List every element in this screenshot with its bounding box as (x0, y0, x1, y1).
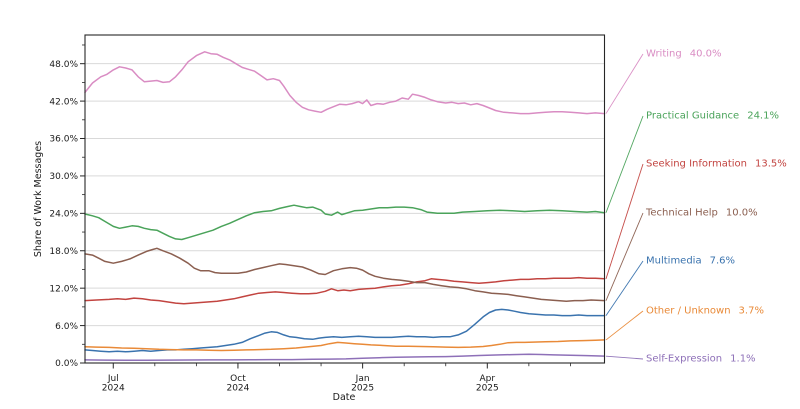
writing-line (84, 51, 606, 115)
self-expression-leader-line (605, 355, 644, 360)
seeking-information-line (84, 276, 606, 305)
y-tick-label: 18.0% (49, 247, 78, 257)
self-expression-line (84, 353, 606, 361)
legend-label-seeking-information: Seeking Information 13.5% (646, 159, 787, 170)
legend-label-multimedia: Multimedia 7.6% (646, 256, 735, 267)
x-axis-title: Date (333, 392, 356, 403)
axes-layer: 0.0% 6.0% 12.0% 18.0% 24.0% 30.0% 36.0% 42.0% 48… (49, 34, 606, 394)
y-tick-label: 42.0% (49, 97, 78, 107)
y-tick-label: 36.0% (49, 135, 78, 145)
seeking-information-leader-line (605, 163, 644, 279)
practical-guidance-leader-line (605, 115, 644, 213)
series-layer (84, 51, 606, 361)
other-unknown-leader-line (605, 310, 644, 341)
multimedia-line (84, 308, 606, 353)
legend-label-technical-help: Technical Help 10.0% (645, 208, 758, 219)
legend-label-writing: Writing 40.0% (646, 49, 722, 60)
y-tick-label: 48.0% (49, 60, 78, 70)
x-tick-label-month: Apr (480, 374, 496, 384)
other-unknown-line (84, 339, 606, 352)
x-tick-label-month: Jul (107, 374, 119, 384)
legend-label-self-expression: Self-Expression 1.1% (646, 354, 756, 365)
legend-label-other-unknown: Other / Unknown 3.7% (646, 306, 764, 317)
y-tick-label: 24.0% (49, 210, 78, 220)
x-tick-label-year: 2025 (351, 384, 374, 394)
x-tick-label-month: Oct (230, 374, 246, 384)
x-tick-label-year: 2024 (102, 384, 125, 394)
y-tick-label: 30.0% (49, 172, 78, 182)
legend-label-practical-guidance: Practical Guidance 24.1% (646, 111, 779, 122)
practical-guidance-line (84, 204, 606, 241)
technical-help-line (84, 247, 606, 303)
plot-border (84, 34, 606, 364)
y-axis-title: Share of Work Messages (33, 141, 44, 257)
writing-leader-line (605, 53, 644, 114)
legend-layer: Writing 40.0% Practical Guidance 24.1% Seeki… (605, 49, 787, 365)
y-tick-label: 12.0% (49, 284, 78, 294)
x-tick-label-year: 2024 (226, 384, 249, 394)
y-tick-label: 6.0% (55, 322, 78, 332)
x-tick-label-month: Jan (355, 374, 370, 384)
multimedia-leader-line (605, 260, 644, 316)
y-tick-label: 0.0% (55, 359, 78, 369)
x-tick-label-year: 2025 (476, 384, 499, 394)
technical-help-leader-line (605, 212, 644, 301)
